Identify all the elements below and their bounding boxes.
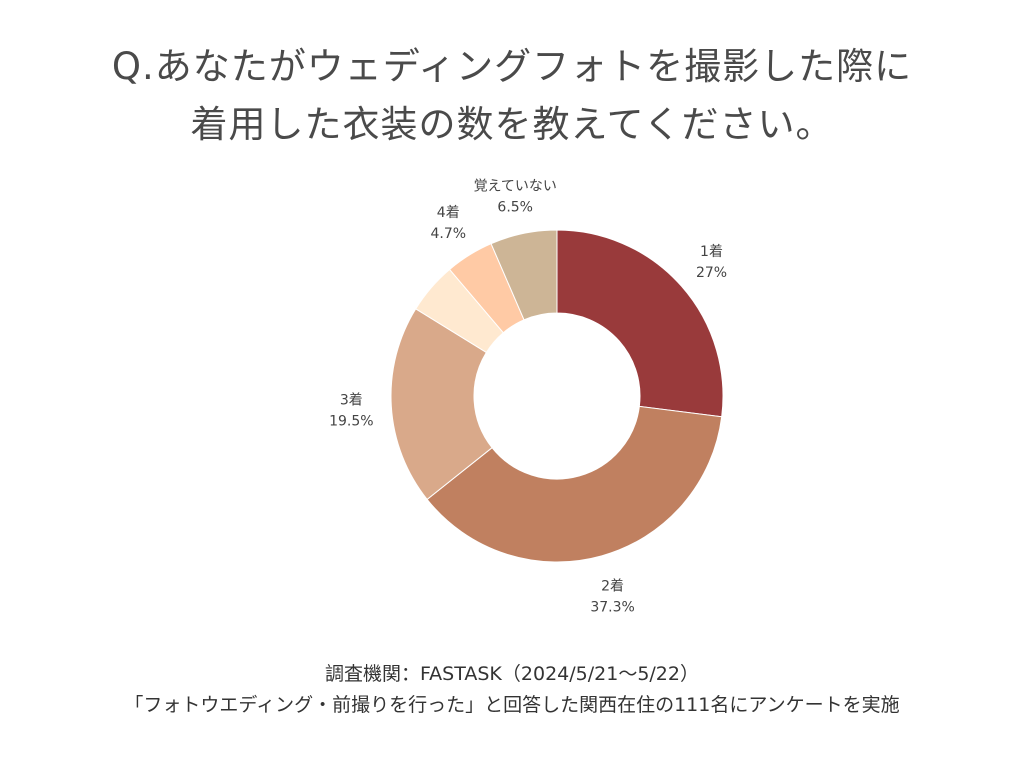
slice-value-label: 27% <box>696 265 727 281</box>
slice-value-label: 6.5% <box>497 199 533 215</box>
donut-slice <box>490 229 558 321</box>
slice-value-label: 19.5% <box>329 413 373 429</box>
slice-label: 2着 37.3% <box>590 578 634 615</box>
chart-title-line-1: Q.あなたがウェディングフォトを撮影した際に <box>111 45 913 88</box>
chart-title-line-2: 着用した衣装の数を教えてください。 <box>190 103 834 146</box>
survey-description: 「フォトウエディング・前撮りを行った」と回答した関西在住の111名にアンケートを… <box>124 694 900 716</box>
slice-category-label: 1着 <box>700 244 723 260</box>
slice-label: 4着 4.7% <box>430 205 466 242</box>
donut-slice <box>556 229 724 418</box>
slice-label: 覚えていない 6.5% <box>474 178 557 215</box>
survey-source: 調査機関：FASTASK（2024/5/21～5/22） <box>325 663 699 685</box>
slice-value-label: 4.7% <box>430 226 466 242</box>
slice-label: 3着 19.5% <box>329 392 373 429</box>
slice-label: 1着 27% <box>696 244 727 281</box>
slice-category-label: 2着 <box>601 578 624 594</box>
slice-category-label: 4着 <box>437 205 460 221</box>
donut-slice <box>426 405 723 563</box>
donut-slice <box>390 308 493 501</box>
slice-value-label: 37.3% <box>590 599 634 615</box>
slice-category-label: 覚えていない <box>474 178 557 194</box>
chart-title: Q.あなたがウェディングフォトを撮影した際に 着用した衣装の数を教えてください。 <box>0 38 1024 154</box>
slice-category-label: 3着 <box>340 392 363 408</box>
